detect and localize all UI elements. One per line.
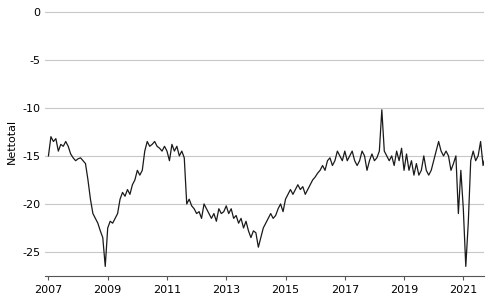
Y-axis label: Nettotal: Nettotal bbox=[7, 119, 17, 164]
